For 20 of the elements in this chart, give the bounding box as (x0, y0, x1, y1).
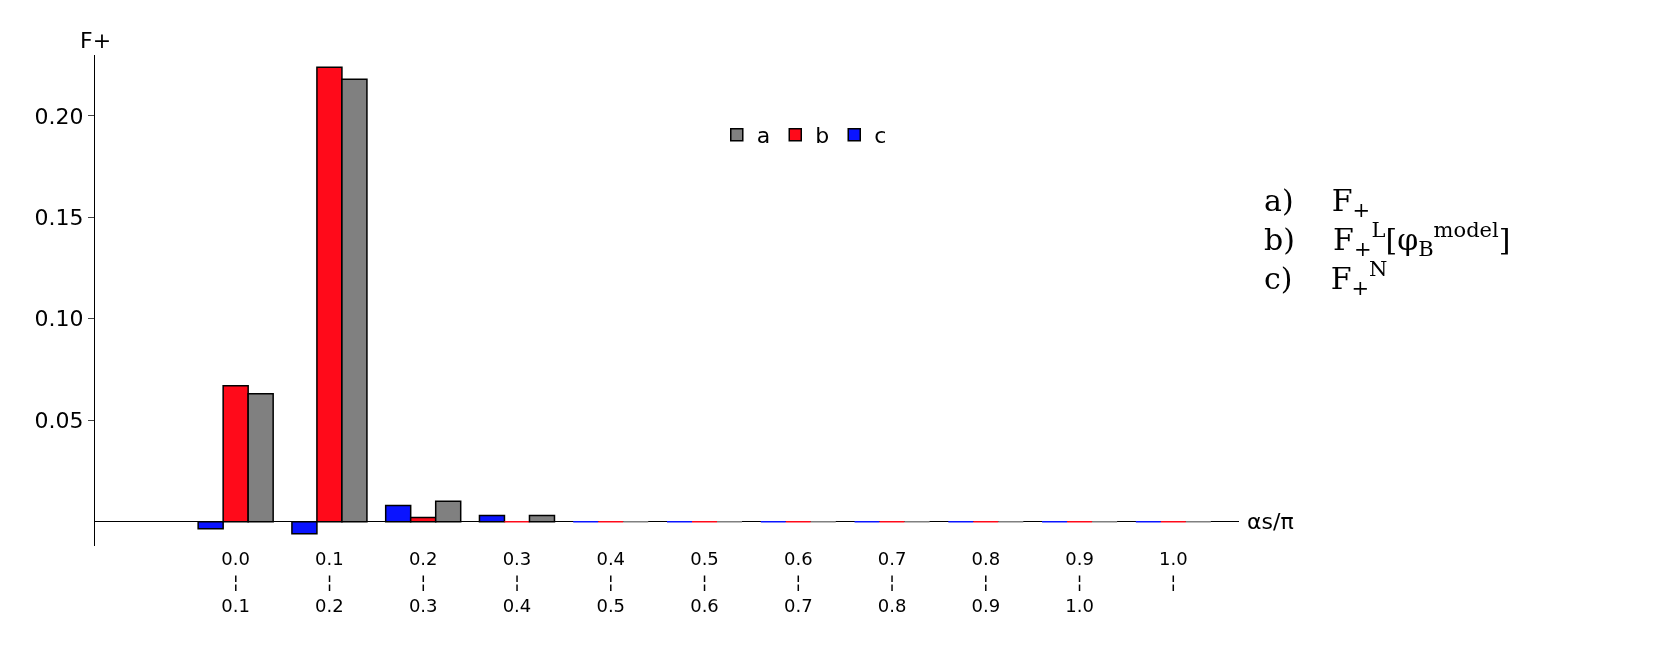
legend-label: a (756, 123, 771, 149)
x-tick-label: 0.9 ¦ 1.0 (1065, 548, 1094, 616)
legend-label: c (874, 123, 887, 149)
x-axis-title: αs/π (1247, 509, 1294, 534)
y-tick-label: 0.05 (34, 407, 84, 433)
x-tick-label: 1.0 ¦ (1159, 548, 1188, 593)
x-tick-label: 0.5 ¦ 0.6 (690, 548, 719, 616)
x-tick-label: 0.3 ¦ 0.4 (502, 548, 532, 616)
legend-label: b (815, 123, 830, 149)
x-tick-label: 0.0 ¦ 0.1 (221, 548, 250, 616)
x-tick-label: 0.7 ¦ 0.8 (877, 548, 907, 616)
y-tick-label: 0.15 (34, 205, 84, 231)
x-tick-label: 0.8 ¦ 0.9 (971, 548, 1001, 616)
y-tick-label: 0.10 (34, 306, 84, 332)
x-tick-label: 0.1 ¦ 0.2 (315, 548, 344, 616)
x-tick-label: 0.2 ¦ 0.3 (408, 548, 438, 616)
x-tick-label: 0.6 ¦ 0.7 (783, 548, 813, 616)
y-tick-label: 0.20 (34, 103, 84, 129)
x-tick-label: 0.4 ¦ 0.5 (596, 548, 626, 616)
y-axis-title: F+ (80, 28, 112, 53)
